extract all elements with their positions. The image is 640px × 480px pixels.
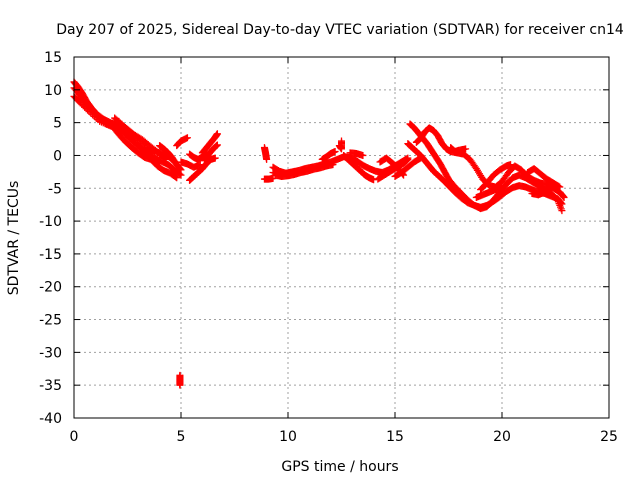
data-point: [329, 161, 337, 169]
axis-ticks: 0 5 10 15 20 25 -40 -35 -30 -25 -20 -15 -10 -5 0 5 10 15: [39, 50, 618, 445]
grid: [74, 57, 609, 418]
data-point: [213, 142, 221, 150]
plot-frame: [73, 56, 610, 419]
y-tick-label: 0: [53, 148, 62, 164]
data-point: [173, 174, 181, 182]
data-point: [559, 193, 567, 201]
y-tick-label: 15: [44, 50, 62, 66]
data-point: [176, 165, 184, 173]
x-tick-label: 0: [70, 429, 79, 445]
data-point: [370, 176, 378, 184]
data-point: [263, 155, 271, 163]
chart-title: Day 207 of 2025, Sidereal Day-to-day VTE…: [56, 22, 624, 38]
data-point: [359, 151, 367, 159]
data-point: [560, 193, 568, 201]
data-point: [177, 166, 185, 174]
data-point: [172, 173, 180, 181]
data-point: [162, 155, 170, 163]
data-point: [547, 184, 555, 192]
data-point: [213, 130, 221, 138]
y-tick-label: -35: [39, 378, 62, 394]
data-point: [558, 207, 566, 215]
data-point: [498, 184, 506, 192]
data-point: [403, 156, 411, 164]
y-tick-label: -20: [39, 280, 62, 296]
data-point: [556, 183, 564, 191]
data-point: [212, 142, 220, 150]
y-tick-label: 10: [44, 83, 62, 99]
data-point: [404, 155, 412, 163]
data-point: [213, 141, 221, 149]
data-point: [402, 157, 410, 165]
y-axis-label: SDTVAR / TECUs: [6, 181, 22, 296]
x-tick-label: 20: [493, 429, 511, 445]
y-tick-label: -15: [39, 247, 62, 263]
y-tick-label: -30: [39, 345, 62, 361]
data-point: [211, 154, 219, 162]
data-point: [555, 182, 563, 190]
x-tick-label: 10: [279, 429, 297, 445]
data-point: [331, 148, 339, 156]
data-point: [161, 154, 169, 162]
x-axis-label: GPS time / hours: [281, 459, 398, 475]
y-tick-label: -10: [39, 214, 62, 230]
data-point: [462, 145, 470, 153]
x-tick-label: 15: [386, 429, 404, 445]
data-point: [288, 169, 296, 177]
y-tick-label: 5: [53, 116, 62, 132]
data-point: [507, 161, 515, 169]
data-point: [176, 381, 184, 389]
data-point: [84, 106, 92, 114]
data-point: [338, 137, 345, 145]
data-points: [70, 78, 568, 389]
data-point: [546, 185, 554, 193]
y-tick-label: -40: [39, 411, 62, 427]
x-tick-label: 5: [177, 429, 186, 445]
x-tick-label: 25: [600, 429, 618, 445]
y-tick-label: -25: [39, 313, 62, 329]
data-point: [183, 134, 191, 142]
y-tick-label: -5: [48, 181, 62, 197]
